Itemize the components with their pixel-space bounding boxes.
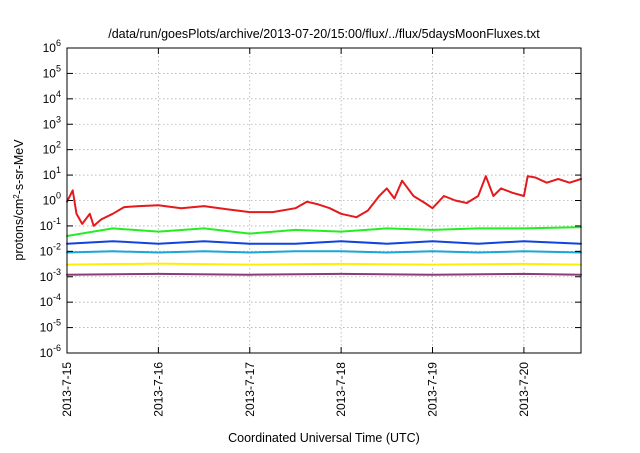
y-tick-label: 10-6 xyxy=(40,343,61,360)
y-tick-label: 101 xyxy=(43,165,61,182)
plot-frame xyxy=(66,47,582,354)
x-tick-label: 2013-7-16 xyxy=(151,362,165,417)
y-tick-label: 100 xyxy=(43,191,61,208)
y-tick-label-exp: 3 xyxy=(56,114,61,124)
series-line-1 xyxy=(66,226,582,237)
x-tick-label: 2013-7-19 xyxy=(426,362,440,417)
y-tick-label-base: 10 xyxy=(43,92,57,106)
x-tick-label: 2013-7-15 xyxy=(60,362,74,417)
y-tick-label-base: 10 xyxy=(43,66,57,80)
series-line-5 xyxy=(66,272,582,276)
y-tick-label: 10-3 xyxy=(40,267,61,284)
y-tick-label-base: 10 xyxy=(43,143,57,157)
y-tick-label-exp: -4 xyxy=(53,292,61,302)
y-tick-label: 10-4 xyxy=(40,292,61,309)
y-axis-label-suffix: -s-sr-MeV xyxy=(12,139,26,195)
y-tick-label-exp: -3 xyxy=(53,267,61,277)
y-tick-label-exp: -5 xyxy=(53,318,61,328)
y-tick-label: 106 xyxy=(43,38,61,55)
grid-layer xyxy=(67,48,581,353)
axis-layer: 10-610-510-410-310-210-11001011021031041… xyxy=(40,38,581,417)
series-line-3 xyxy=(66,250,582,254)
y-tick-label: 10-5 xyxy=(40,318,61,335)
y-axis-label-prefix: protons/cm xyxy=(12,199,26,261)
y-axis-label-sup: 2 xyxy=(12,194,21,199)
chart-title: /data/run/goesPlots/archive/2013-07-20/1… xyxy=(108,27,540,41)
y-tick-label-exp: -1 xyxy=(53,216,61,226)
x-tick-label: 2013-7-17 xyxy=(243,362,257,417)
y-tick-label: 103 xyxy=(43,114,61,131)
y-tick-label: 10-2 xyxy=(40,241,61,258)
y-tick-label-base: 10 xyxy=(40,219,54,233)
y-tick-label-base: 10 xyxy=(40,244,54,258)
y-tick-label-exp: 6 xyxy=(56,38,61,48)
y-tick-label-exp: 2 xyxy=(56,140,61,150)
y-tick-label-base: 10 xyxy=(40,346,54,360)
y-tick-label: 105 xyxy=(43,63,61,80)
series-line-4 xyxy=(66,262,582,266)
x-tick-label: 2013-7-20 xyxy=(517,362,531,417)
y-tick-label-base: 10 xyxy=(43,168,57,182)
y-tick-label-base: 10 xyxy=(43,41,57,55)
y-tick-label-exp: 1 xyxy=(56,165,61,175)
series-line-0 xyxy=(66,175,582,227)
y-tick-label-base: 10 xyxy=(40,321,54,335)
y-tick-label-exp: 0 xyxy=(56,191,61,201)
y-tick-label-base: 10 xyxy=(40,270,54,284)
x-axis-label: Coordinated Universal Time (UTC) xyxy=(228,431,420,445)
y-axis-label: protons/cm2-s-sr-MeV xyxy=(12,139,27,261)
series-line-2 xyxy=(66,240,582,245)
y-tick-label-base: 10 xyxy=(43,117,57,131)
y-tick-label: 104 xyxy=(43,89,61,106)
y-tick-label: 10-1 xyxy=(40,216,61,233)
y-tick-label: 102 xyxy=(43,140,61,157)
y-tick-label-base: 10 xyxy=(43,194,57,208)
y-tick-label-exp: 4 xyxy=(56,89,61,99)
x-tick-label: 2013-7-18 xyxy=(334,362,348,417)
series-layer xyxy=(66,175,582,276)
y-tick-label-exp: -2 xyxy=(53,241,61,251)
y-tick-label-exp: -6 xyxy=(53,343,61,353)
y-tick-label-exp: 5 xyxy=(56,63,61,73)
y-tick-label-base: 10 xyxy=(40,295,54,309)
